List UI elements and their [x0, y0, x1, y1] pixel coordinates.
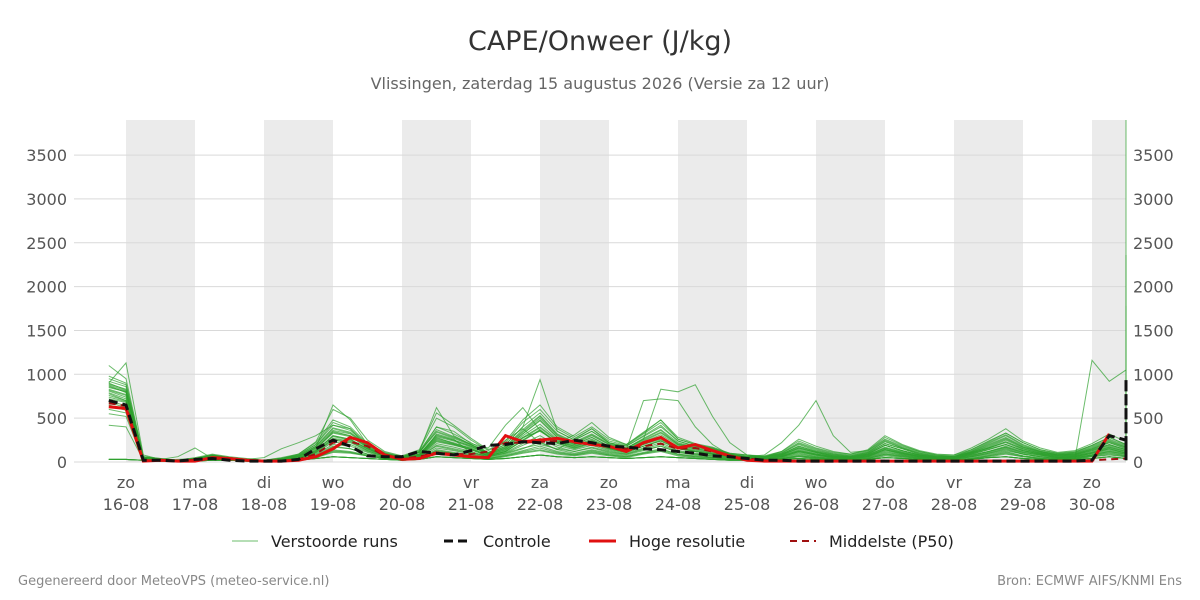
- main-series-group: [108, 378, 1128, 463]
- x-tick-day-7: zo: [600, 473, 618, 492]
- x-tick-day-6: za: [531, 473, 549, 492]
- median-line: [108, 402, 1127, 463]
- x-tick-date-7: 23-08: [586, 495, 633, 514]
- x-tick-day-0: zo: [117, 473, 135, 492]
- legend-label-control: Controle: [483, 532, 551, 551]
- x-tick-date-11: 27-08: [862, 495, 909, 514]
- control-line: [108, 378, 1128, 463]
- y-tick-left-500: 500: [36, 409, 67, 428]
- chart-subtitle: Vlissingen, zaterdag 15 augustus 2026 (V…: [371, 74, 830, 93]
- y-tick-right-2000: 2000: [1133, 278, 1174, 297]
- x-tick-date-8: 24-08: [655, 495, 702, 514]
- x-tick-date-14: 30-08: [1069, 495, 1116, 514]
- x-tick-date-4: 20-08: [379, 495, 426, 514]
- y-tick-left-1000: 1000: [26, 365, 67, 384]
- day-band-4: [402, 120, 471, 462]
- x-tick-day-10: wo: [805, 473, 828, 492]
- x-tick-day-8: ma: [665, 473, 690, 492]
- y-tick-right-3500: 3500: [1133, 146, 1174, 165]
- y-tick-left-0: 0: [57, 453, 67, 472]
- x-tick-date-13: 29-08: [1000, 495, 1047, 514]
- x-tick-date-5: 21-08: [448, 495, 495, 514]
- x-tick-date-12: 28-08: [931, 495, 978, 514]
- y-tick-left-3000: 3000: [26, 190, 67, 209]
- chart-title: CAPE/Onweer (J/kg): [468, 26, 732, 57]
- y-tick-right-2500: 2500: [1133, 234, 1174, 253]
- x-tick-day-1: ma: [182, 473, 207, 492]
- footer-credit: Gegenereerd door MeteoVPS (meteo-service…: [18, 574, 329, 589]
- x-tick-date-0: 16-08: [103, 495, 150, 514]
- y-tick-right-500: 500: [1133, 409, 1164, 428]
- legend-label-median: Middelste (P50): [829, 532, 954, 551]
- x-tick-day-5: vr: [463, 473, 479, 492]
- x-tick-day-12: vr: [946, 473, 962, 492]
- y-tick-right-3000: 3000: [1133, 190, 1174, 209]
- day-band-14: [1092, 120, 1126, 462]
- day-band-10: [816, 120, 885, 462]
- x-tick-date-3: 19-08: [310, 495, 357, 514]
- y-tick-left-2000: 2000: [26, 278, 67, 297]
- day-band-12: [954, 120, 1023, 462]
- day-band-2: [264, 120, 333, 462]
- y-tick-labels-left: 0 500 1000 1500 2000 2500 3000 3500: [26, 146, 67, 472]
- legend-label-hires: Hoge resolutie: [629, 532, 745, 551]
- legend-label-ensemble: Verstoorde runs: [271, 532, 398, 551]
- x-tick-day-2: di: [257, 473, 272, 492]
- day-band-6: [540, 120, 609, 462]
- footer-source: Bron: ECMWF AIFS/KNMI Ens: [997, 574, 1182, 589]
- x-tick-day-13: za: [1014, 473, 1032, 492]
- gridlines: [74, 154, 1126, 463]
- x-tick-date-9: 25-08: [724, 495, 771, 514]
- y-tick-right-1000: 1000: [1133, 365, 1174, 384]
- y-tick-left-2500: 2500: [26, 234, 67, 253]
- x-tick-day-3: wo: [322, 473, 345, 492]
- day-band-8: [678, 120, 747, 462]
- x-tick-date-2: 18-08: [241, 495, 288, 514]
- x-tick-date-1: 17-08: [172, 495, 219, 514]
- legend: Verstoorde runs Controle Hoge resolutie …: [232, 532, 954, 551]
- x-tick-day-4: do: [392, 473, 412, 492]
- day-band-0: [126, 120, 195, 462]
- day-bands: [126, 120, 1126, 462]
- x-tick-day-14: zo: [1083, 473, 1101, 492]
- x-tick-day-9: di: [740, 473, 755, 492]
- x-tick-labels: zo 16-08 ma 17-08 di 18-08 wo 19-08 do 20-08 vr 21-…: [103, 473, 1116, 514]
- y-tick-left-1500: 1500: [26, 321, 67, 340]
- y-tick-left-3500: 3500: [26, 146, 67, 165]
- y-tick-labels-right: 0 500 1000 1500 2000 2500 3000 3500: [1133, 146, 1174, 472]
- x-tick-day-11: do: [875, 473, 895, 492]
- y-tick-right-0: 0: [1133, 453, 1143, 472]
- x-tick-date-6: 22-08: [517, 495, 564, 514]
- x-tick-date-10: 26-08: [793, 495, 840, 514]
- y-tick-right-1500: 1500: [1133, 321, 1174, 340]
